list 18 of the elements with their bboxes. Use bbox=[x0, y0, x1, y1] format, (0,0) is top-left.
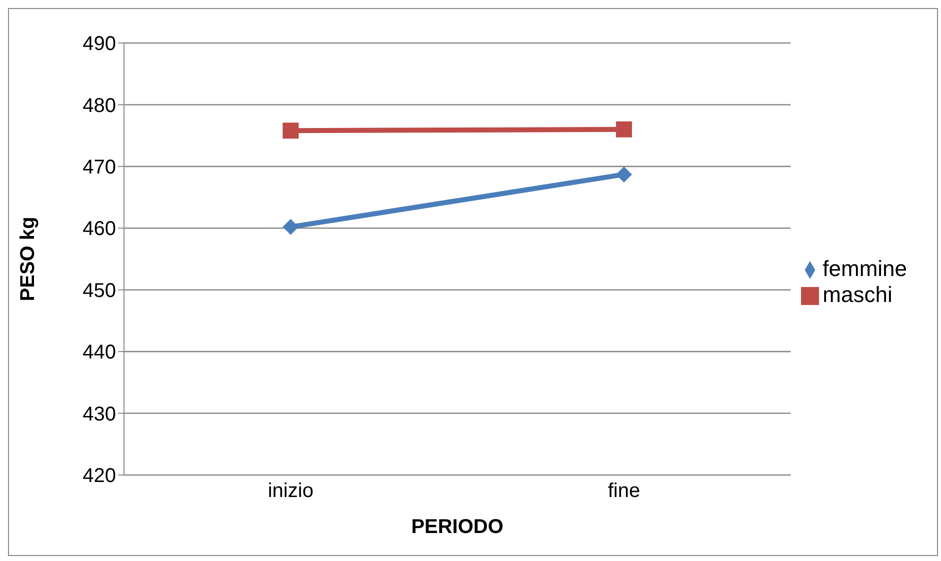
y-tick-label: 470 bbox=[82, 156, 116, 179]
point bbox=[616, 121, 632, 138]
y-axis-title: PESO kg bbox=[17, 216, 40, 302]
x-axis-title: PERIODO bbox=[411, 516, 504, 538]
y-tick-label: 450 bbox=[82, 280, 116, 302]
point bbox=[282, 122, 299, 139]
x-tick-label: fine bbox=[608, 480, 640, 502]
x-tick-label: inizio bbox=[268, 480, 314, 502]
legend-label: maschi bbox=[822, 282, 892, 307]
y-tick-label: 440 bbox=[82, 342, 116, 364]
y-tick-label: 430 bbox=[82, 403, 116, 426]
y-tick-label: 490 bbox=[82, 33, 116, 56]
legend-label: femmine bbox=[822, 256, 907, 281]
y-tick-label: 480 bbox=[82, 94, 116, 117]
point bbox=[616, 166, 632, 182]
y-tick-label: 420 bbox=[82, 465, 116, 488]
y-tick-label: 460 bbox=[82, 218, 116, 240]
point bbox=[282, 218, 299, 235]
